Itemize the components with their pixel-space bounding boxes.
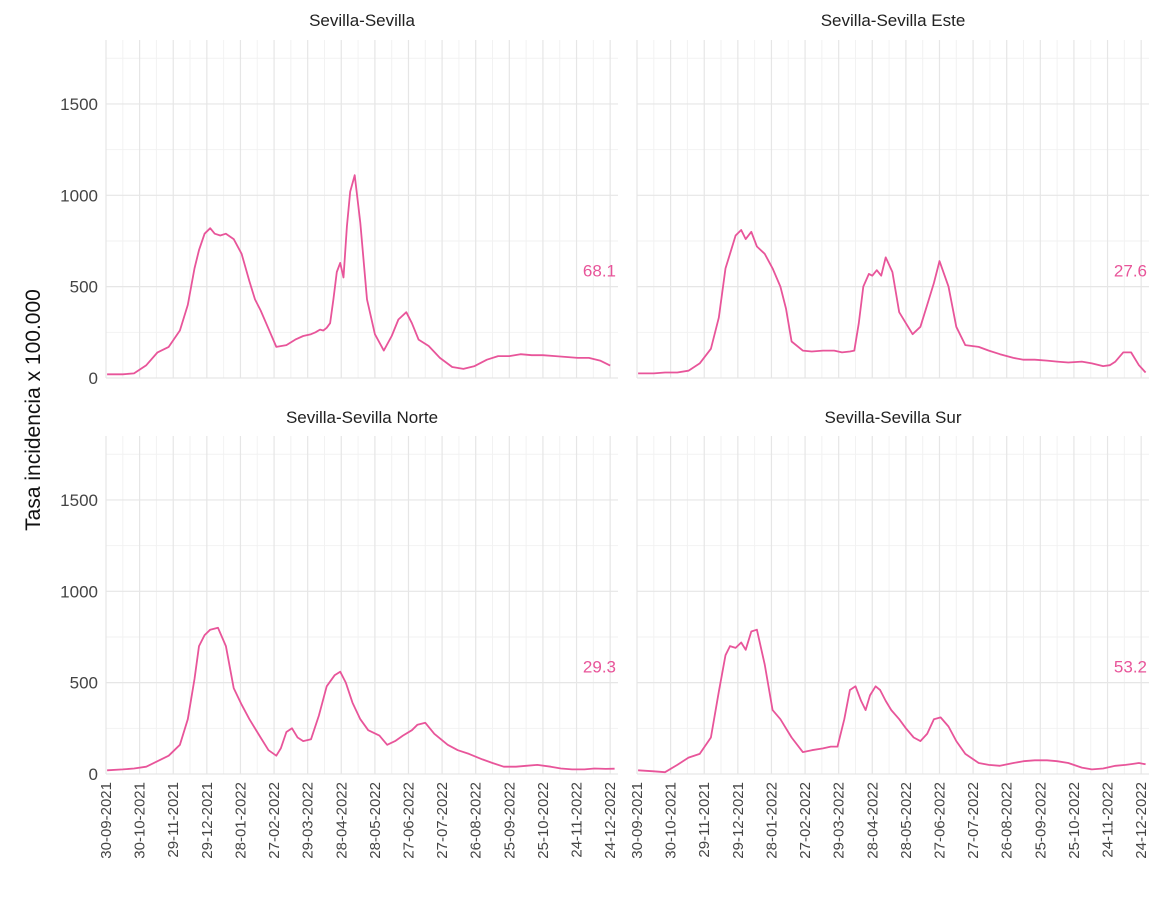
x-tick-label: 30-10-2021 [663,782,680,859]
x-tick-label: 30-09-2021 [98,782,115,859]
x-tick-label: 27-07-2022 [434,782,451,859]
panel-title: Sevilla-Sevilla Este [821,11,966,30]
x-tick-label: 24-12-2022 [602,782,619,859]
x-tick-label: 27-07-2022 [965,782,982,859]
y-tick-label: 500 [70,674,98,693]
x-tick-label: 28-04-2022 [864,782,881,859]
x-tick-label: 25-10-2022 [1066,782,1083,859]
x-tick-label: 29-11-2021 [696,782,713,858]
x-tick-label: 29-12-2021 [730,782,747,859]
panel-background [637,436,1149,774]
panel-background [106,40,618,378]
panel-background [106,436,618,774]
y-tick-label: 1000 [60,186,98,205]
x-axis-tick-labels: 30-09-2021 30-10-2021 29-11-2021 29-12-2021… [98,782,1150,859]
x-tick-label: 26-08-2022 [999,782,1016,859]
panel-background [637,40,1149,378]
last-value-label: 68.1 [583,261,616,280]
panel-group: Sevilla-Sevilla05001000150068.1Sevilla-S… [60,11,1149,784]
y-tick-label: 1500 [60,491,98,510]
x-tick-label: 28-01-2022 [232,782,249,859]
x-tick-label: 27-06-2022 [932,782,949,859]
x-tick-label: 24-11-2022 [569,782,586,858]
panel-1: Sevilla-Sevilla 0 500 1000 1500 68.1 [60,11,618,388]
x-tick-label: 26-08-2022 [468,782,485,859]
panel-title: Sevilla-Sevilla [309,11,415,30]
y-tick-label: 1500 [60,95,98,114]
last-value-label: 53.2 [1114,657,1147,676]
x-tick-label: 27-06-2022 [401,782,418,859]
panel-2: Sevilla-Sevilla Este 27.6 [636,11,1149,379]
x-tick-label: 30-09-2021 [629,782,646,859]
x-tick-label: 25-10-2022 [535,782,552,859]
x-tick-label: 25-09-2022 [1032,782,1049,859]
series-line [638,229,1147,375]
x-tick-label: 24-11-2022 [1100,782,1117,858]
x-tick-label: 25-09-2022 [501,782,518,859]
x-tick-label: 29-03-2022 [300,782,317,859]
series-line [638,628,1146,774]
y-tick-label: 1000 [60,582,98,601]
y-tick-label: 0 [89,369,98,388]
x-tick-label: 30-10-2021 [132,782,149,859]
last-value-label: 27.6 [1114,261,1147,280]
x-tick-label: 28-04-2022 [333,782,350,859]
series-line [107,174,611,376]
x-tick-label: 28-01-2022 [763,782,780,859]
y-tick-label: 500 [70,278,98,297]
series-line [107,626,615,772]
x-tick-label: 28-05-2022 [898,782,915,859]
last-value-label: 29.3 [583,657,616,676]
panel-4: Sevilla-Sevilla Sur 53.2 [636,408,1149,775]
x-tick-label: 28-05-2022 [367,782,384,859]
panel-title: Sevilla-Sevilla Norte [286,408,438,427]
x-tick-label: 27-02-2022 [266,782,283,859]
x-tick-label: 29-12-2021 [199,782,216,859]
y-axis-label: Tasa incidencia x 100.000 [22,289,45,531]
panel-title: Sevilla-Sevilla Sur [825,408,962,427]
x-tick-label: 27-02-2022 [797,782,814,859]
x-tick-label: 29-03-2022 [831,782,848,859]
x-tick-label: 24-12-2022 [1133,782,1150,859]
x-tick-label: 29-11-2021 [165,782,182,858]
panel-3: Sevilla-Sevilla Norte 0 500 1000 1500 29.3 [60,408,618,784]
y-tick-label: 0 [89,765,98,784]
